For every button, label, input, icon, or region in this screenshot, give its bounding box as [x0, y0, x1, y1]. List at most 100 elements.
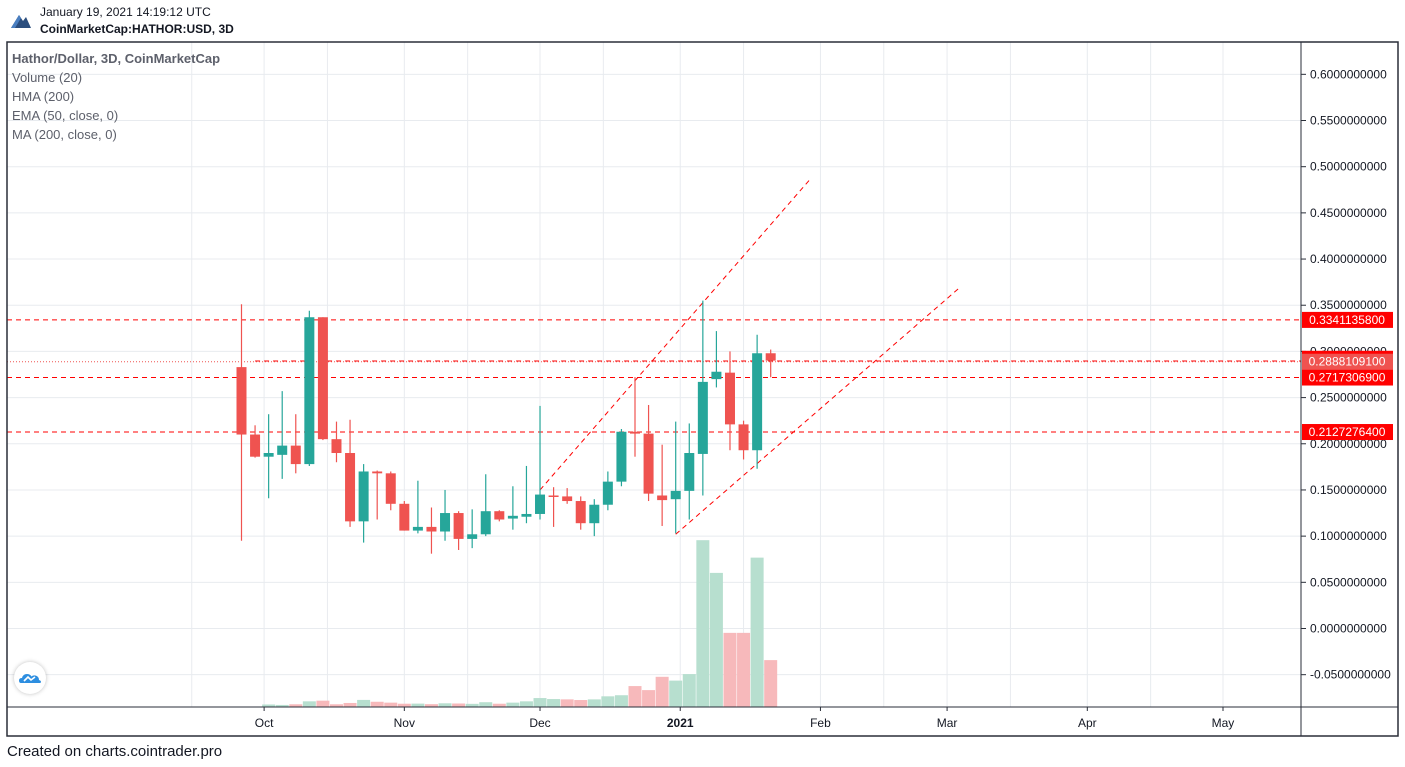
candle-body [412, 526, 423, 531]
candle-body [304, 317, 315, 465]
candle-body [548, 495, 559, 497]
volume-bar [696, 540, 710, 707]
channel-lower-line [675, 286, 961, 535]
volume-bar [479, 702, 493, 707]
time-tick-label: Apr [1078, 716, 1097, 730]
candle-body [507, 515, 518, 519]
volume-bar [397, 703, 411, 707]
candle-body [589, 504, 600, 524]
candle-body [738, 424, 749, 451]
volume-bar [614, 695, 628, 707]
volume-bar [655, 676, 669, 707]
candle-body [724, 372, 735, 425]
price-tick-label: 0.5000000000 [1310, 160, 1387, 174]
time-tick-label: Mar [937, 716, 958, 730]
price-tick-label: 0.6000000000 [1310, 67, 1387, 81]
volume-bar [506, 702, 520, 707]
time-tick-label: Dec [529, 716, 550, 730]
price-tick-label: 0.3500000000 [1310, 298, 1387, 312]
candle-body [535, 494, 546, 514]
candle-body [385, 473, 396, 504]
candle-body [711, 371, 722, 380]
volume-bar [452, 703, 466, 707]
volume-bar [343, 702, 357, 707]
chart-frame [6, 41, 1399, 737]
candle-body [331, 439, 342, 454]
price-tick-label: 0.4500000000 [1310, 206, 1387, 220]
candle-body [765, 353, 776, 361]
snapshot-timestamp: January 19, 2021 14:19:12 UTC [40, 5, 211, 19]
candle-body [697, 381, 708, 454]
horizontal-levels [7, 319, 1301, 433]
candle-body [657, 495, 668, 501]
price-label-text: 0.2717306900 [1309, 371, 1386, 385]
price-tick-label: 0.0500000000 [1310, 575, 1387, 589]
candlesticks [236, 300, 776, 554]
volume-bar [302, 701, 316, 707]
legend-indicator-ma[interactable]: MA (200, close, 0) [12, 127, 117, 142]
candle-body [277, 445, 288, 455]
volume-bar [642, 690, 656, 707]
volume-bar [357, 699, 371, 707]
price-tick-label: 0.1000000000 [1310, 529, 1387, 543]
legend-indicator-hma[interactable]: HMA (200) [12, 89, 75, 104]
legend-indicator-volume[interactable]: Volume (20) [12, 70, 83, 85]
price-label-text: 0.3341135800 [1309, 313, 1385, 327]
volume-bar [533, 698, 547, 707]
legend-title: Hathor/Dollar, 3D, CoinMarketCap [12, 51, 221, 66]
time-tick-label: Nov [394, 716, 415, 730]
volume-bar [438, 703, 452, 707]
volume-bar [492, 703, 506, 707]
candle-body [440, 513, 451, 532]
volume-bar [750, 557, 764, 707]
chart-grid [7, 42, 1301, 707]
volume-bar [709, 572, 723, 707]
candle-body [494, 511, 505, 520]
candle-body [684, 453, 695, 491]
price-tick-label: 0.2500000000 [1310, 391, 1387, 405]
price-tick-label: 0.4000000000 [1310, 252, 1387, 266]
time-tick-label: May [1212, 716, 1235, 730]
candle-body [562, 496, 573, 502]
volume-bar [574, 700, 588, 707]
candle-body [453, 513, 464, 539]
volume-bar [275, 704, 289, 707]
volume-bar [289, 704, 303, 707]
candle-body [236, 367, 247, 435]
chart-legend: Hathor/Dollar, 3D, CoinMarketCap Volume … [12, 49, 220, 144]
price-label-box [1302, 353, 1393, 370]
candle-body [372, 471, 383, 474]
volume-bar [560, 699, 574, 707]
candle-body [399, 503, 410, 531]
volume-bar [682, 674, 696, 707]
chart-header: January 19, 2021 14:19:12 UTC CoinMarket… [0, 0, 1405, 42]
volume-bar [723, 632, 737, 707]
volume-bar [424, 704, 438, 707]
candle-body [480, 511, 491, 535]
volume-bars [235, 540, 778, 707]
time-tick-label: Feb [810, 716, 831, 730]
candle-body [616, 431, 627, 482]
legend-indicator-ema[interactable]: EMA (50, close, 0) [12, 108, 119, 123]
time-tick-label: 2021 [667, 716, 694, 730]
tradingview-badge[interactable] [14, 662, 46, 694]
candle-body [467, 534, 478, 539]
time-tick-label: Oct [255, 716, 274, 730]
volume-bar [547, 699, 561, 707]
price-axis: 0.6000000000 0.5500000000 0.5000000000 0.45… [1301, 67, 1391, 682]
volume-bar [370, 701, 384, 707]
volume-bar [519, 701, 533, 707]
volume-bar [329, 704, 343, 707]
candle-body [290, 445, 301, 465]
time-axis: Oct Nov Dec 2021 Feb Mar Apr May [255, 707, 1235, 730]
channel-upper-line [539, 177, 812, 491]
volume-bar [737, 632, 751, 707]
symbol-label: CoinMarketCap:HATHOR:USD, 3D [40, 22, 234, 36]
candle-body [345, 453, 356, 522]
price-label-text: 0.2127276400 [1309, 425, 1386, 439]
price-label-box [1302, 369, 1393, 386]
candle-body [670, 490, 681, 500]
price-label-box [1302, 311, 1393, 328]
price-tick-label: 0.5500000000 [1310, 114, 1387, 128]
